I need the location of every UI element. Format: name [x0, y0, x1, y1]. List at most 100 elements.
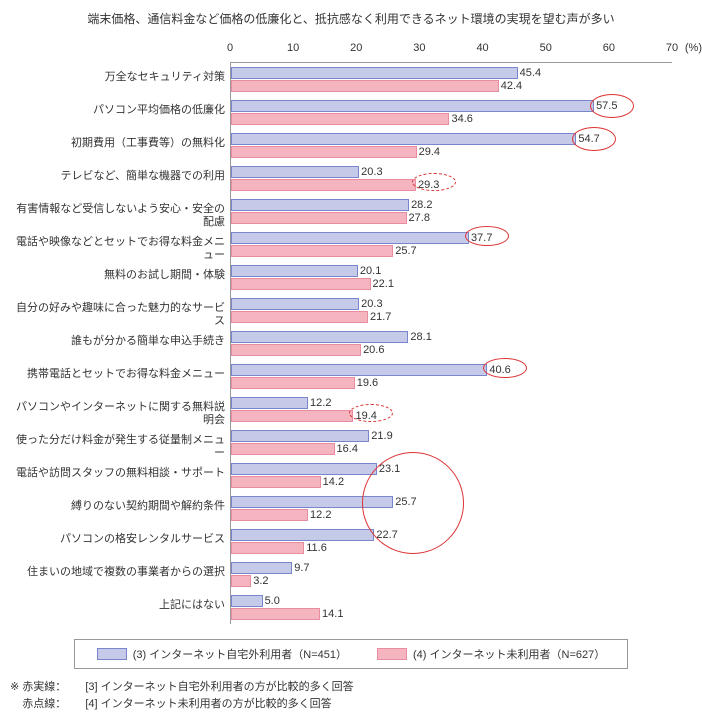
bar-value: 5.0 — [265, 595, 280, 607]
row-label: パソコンの格安レンタルサービス — [10, 533, 225, 546]
bar-series-b: 19.6 — [231, 377, 355, 389]
bar-value: 12.2 — [310, 509, 331, 521]
bar-value: 21.7 — [370, 311, 391, 323]
chart-row: 携帯電話とセットでお得な料金メニュー40.619.6 — [230, 360, 672, 393]
bar-value: 20.1 — [360, 265, 381, 277]
row-label: 上記にはない — [10, 599, 225, 612]
chart-row: 自分の好みや趣味に合った魅力的なサービス20.321.7 — [230, 294, 672, 327]
bar-value: 14.1 — [322, 608, 343, 620]
bar-series-a: 22.7 — [231, 529, 374, 541]
bar-value: 29.3 — [418, 179, 439, 191]
chart-row: 住まいの地域で複数の事業者からの選択9.73.2 — [230, 558, 672, 591]
bar-series-a: 54.7 — [231, 133, 576, 145]
row-label: 電話や訪問スタッフの無料相談・サポート — [10, 467, 225, 480]
bar-series-a: 20.3 — [231, 166, 359, 178]
bar-value: 12.2 — [310, 397, 331, 409]
bar-series-b: 20.6 — [231, 344, 361, 356]
bar-series-a: 20.3 — [231, 298, 359, 310]
bar-series-b: 25.7 — [231, 245, 393, 257]
legend: (3) インターネット自宅外利用者（N=451） (4) インターネット未利用者… — [74, 639, 628, 669]
bar-value: 28.2 — [411, 199, 432, 211]
legend-label-b: (4) インターネット未利用者（N=627） — [413, 646, 605, 662]
bar-series-a: 5.0 — [231, 595, 263, 607]
legend-swatch-b — [377, 648, 407, 660]
bar-value: 34.6 — [451, 113, 472, 125]
x-tick: 50 — [540, 42, 552, 54]
bar-series-b: 16.4 — [231, 443, 335, 455]
bar-series-b: 3.2 — [231, 575, 251, 587]
legend-swatch-a — [97, 648, 127, 660]
bar-series-a: 40.6 — [231, 364, 487, 376]
chart-row: 無料のお試し期間・体験20.122.1 — [230, 261, 672, 294]
bar-value: 37.7 — [471, 232, 492, 244]
bar-value: 20.6 — [363, 344, 384, 356]
bar-series-a: 20.1 — [231, 265, 358, 277]
bar-value: 11.6 — [306, 542, 327, 554]
bar-series-b: 29.4 — [231, 146, 417, 158]
chart-row: パソコン平均価格の低廉化57.534.6 — [230, 96, 672, 129]
bar-series-b: 12.2 — [231, 509, 308, 521]
chart-row: 上記にはない5.014.1 — [230, 591, 672, 624]
row-label: 初期費用（工事費等）の無料化 — [10, 137, 225, 150]
chart-row: パソコンの格安レンタルサービス22.711.6 — [230, 525, 672, 558]
bar-value: 29.4 — [419, 146, 440, 158]
row-label: 電話や映像などとセットでお得な料金メニュー — [10, 236, 225, 262]
bar-series-b: 19.4 — [231, 410, 353, 422]
row-label: 自分の好みや趣味に合った魅力的なサービス — [10, 302, 225, 328]
chart-row: 誰もが分かる簡単な申込手続き28.120.6 — [230, 327, 672, 360]
chart-rows: 万全なセキュリティ対策45.442.4パソコン平均価格の低廉化57.534.6初… — [230, 63, 672, 624]
chart-row: 縛りのない契約期間や解約条件25.712.2 — [230, 492, 672, 525]
bar-series-b: 14.1 — [231, 608, 320, 620]
bar-value: 54.7 — [578, 133, 599, 145]
x-tick: 40 — [476, 42, 488, 54]
x-tick: 30 — [413, 42, 425, 54]
legend-label-a: (3) インターネット自宅外利用者（N=451） — [133, 646, 347, 662]
bar-value: 27.8 — [409, 212, 430, 224]
bar-value: 28.1 — [410, 331, 431, 343]
x-tick: 0 — [227, 42, 233, 54]
x-axis-unit: (%) — [685, 42, 702, 54]
x-tick: 10 — [287, 42, 299, 54]
bar-series-b: 27.8 — [231, 212, 407, 224]
row-label: 無料のお試し期間・体験 — [10, 269, 225, 282]
row-label: パソコン平均価格の低廉化 — [10, 104, 225, 117]
chart-title: 端末価格、通信料金など価格の低廉化と、抵抗感なく利用できるネット環境の実現を望む… — [10, 10, 692, 27]
row-label: 有害情報など受信しないよう安心・安全の配慮 — [10, 203, 225, 229]
bar-series-a: 21.9 — [231, 430, 369, 442]
bar-series-a: 9.7 — [231, 562, 292, 574]
bar-value: 22.7 — [376, 529, 397, 541]
bar-value: 23.1 — [379, 463, 400, 475]
bar-value: 42.4 — [501, 80, 522, 92]
bar-value: 25.7 — [395, 496, 416, 508]
bar-value: 21.9 — [371, 430, 392, 442]
bar-value: 16.4 — [337, 443, 358, 455]
bar-value: 14.2 — [323, 476, 344, 488]
chart-row: 有害情報など受信しないよう安心・安全の配慮28.227.8 — [230, 195, 672, 228]
x-tick: 20 — [350, 42, 362, 54]
bar-series-a: 23.1 — [231, 463, 377, 475]
row-label: 携帯電話とセットでお得な料金メニュー — [10, 368, 225, 381]
bar-series-a: 12.2 — [231, 397, 308, 409]
row-label: テレビなど、簡単な機器での利用 — [10, 170, 225, 183]
bar-series-a: 25.7 — [231, 496, 393, 508]
bar-series-b: 11.6 — [231, 542, 304, 554]
row-label: 使った分だけ料金が発生する従量制メニュー — [10, 434, 225, 460]
footnote-line2-text: [4] インターネット未利用者の方が比較的多く回答 — [85, 698, 331, 710]
footnote: ※ 赤実線： [3] インターネット自宅外利用者の方が比較的多く回答 ※ 赤点線… — [10, 679, 692, 712]
bar-series-b: 22.1 — [231, 278, 371, 290]
row-label: 誰もが分かる簡単な申込手続き — [10, 335, 225, 348]
chart-row: 電話や映像などとセットでお得な料金メニュー37.725.7 — [230, 228, 672, 261]
footnote-line1-text: [3] インターネット自宅外利用者の方が比較的多く回答 — [85, 681, 353, 693]
bar-value: 25.7 — [395, 245, 416, 257]
bar-series-b: 14.2 — [231, 476, 321, 488]
legend-item-a: (3) インターネット自宅外利用者（N=451） — [97, 646, 347, 662]
footnote-line2-label: 赤点線： — [22, 696, 82, 713]
bar-value: 40.6 — [489, 364, 510, 376]
bar-series-b: 29.3 — [231, 179, 416, 191]
chart-row: テレビなど、簡単な機器での利用20.329.3 — [230, 162, 672, 195]
row-label: 縛りのない契約期間や解約条件 — [10, 500, 225, 513]
chart-area: (%) 010203040506070 万全なセキュリティ対策45.442.4パ… — [10, 42, 692, 624]
row-label: パソコンやインターネットに関する無料説明会 — [10, 401, 225, 427]
bar-value: 20.3 — [361, 298, 382, 310]
bar-value: 3.2 — [253, 575, 268, 587]
